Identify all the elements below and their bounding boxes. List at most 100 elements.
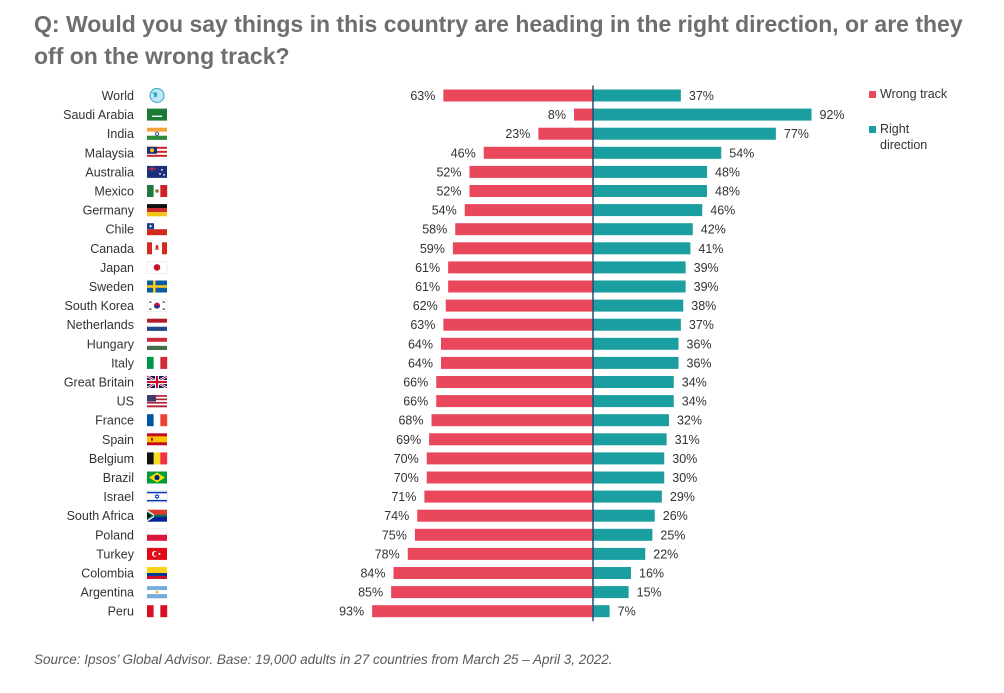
value-label-right-direction: 22%	[653, 547, 678, 561]
country-label: Israel	[103, 490, 134, 504]
flag-sweden	[147, 280, 167, 293]
value-label-right-direction: 48%	[715, 185, 740, 199]
value-label-right-direction: 30%	[672, 471, 697, 485]
country-label: Brazil	[103, 471, 134, 485]
flag-saudi-arabia	[147, 108, 167, 121]
bar-right-direction	[593, 280, 686, 293]
flags-layer	[146, 88, 168, 618]
flag-germany	[147, 204, 167, 217]
bar-wrong-track	[448, 280, 593, 293]
country-label: Germany	[83, 204, 135, 218]
country-label: Peru	[108, 605, 134, 619]
country-label: Sweden	[89, 280, 134, 294]
bar-wrong-track	[538, 127, 593, 140]
value-label-right-direction: 48%	[715, 165, 740, 179]
value-label-wrong-track: 93%	[339, 605, 364, 619]
value-label-wrong-track: 61%	[415, 261, 440, 275]
bar-wrong-track	[426, 452, 593, 465]
flag-belgium	[147, 452, 168, 465]
bar-right-direction	[593, 509, 655, 522]
flag-brazil	[147, 471, 167, 484]
value-label-wrong-track: 75%	[382, 528, 407, 542]
value-label-right-direction: 37%	[689, 89, 714, 103]
bar-wrong-track	[393, 567, 593, 579]
value-label-right-direction: 26%	[663, 509, 688, 523]
flag-israel	[146, 490, 168, 503]
value-label-wrong-track: 71%	[391, 490, 416, 504]
value-label-wrong-track: 58%	[422, 223, 447, 237]
value-label-wrong-track: 85%	[358, 586, 383, 600]
country-label: Poland	[95, 528, 134, 542]
bar-right-direction	[593, 605, 610, 618]
legend-label: Right direction	[880, 122, 927, 152]
country-label: South Korea	[65, 299, 135, 313]
bar-right-direction	[593, 547, 646, 560]
country-labels: World Saudi Arabia India Malaysia Australia M…	[63, 89, 135, 619]
value-label-wrong-track: 70%	[394, 471, 419, 485]
bar-wrong-track	[436, 376, 593, 388]
value-label-right-direction: 39%	[694, 261, 719, 275]
value-label-wrong-track: 66%	[403, 395, 428, 409]
country-label: South Africa	[67, 509, 134, 523]
value-label-wrong-track: 52%	[436, 185, 461, 199]
country-label: Colombia	[81, 567, 134, 581]
flag-us	[147, 395, 167, 408]
value-label-wrong-track: 63%	[410, 318, 435, 332]
flag-argentina	[147, 586, 167, 599]
flag-italy	[147, 356, 168, 369]
country-label: Italy	[111, 356, 135, 370]
flag-chile	[147, 223, 167, 236]
flag-netherlands	[147, 318, 167, 331]
flag-hungary	[147, 337, 167, 350]
bar-right-direction	[593, 376, 674, 388]
value-label-right-direction: 39%	[694, 280, 719, 294]
value-label-right-direction: 37%	[689, 318, 714, 332]
globe-icon	[149, 88, 165, 103]
value-label-right-direction: 25%	[660, 528, 685, 542]
country-label: Great Britain	[64, 376, 134, 390]
bar-right-direction	[593, 204, 703, 217]
legend-label: Wrong track	[880, 87, 948, 101]
flag-colombia	[147, 567, 167, 579]
value-label-right-direction: 31%	[675, 433, 700, 447]
value-label-wrong-track: 63%	[410, 89, 435, 103]
flag-malaysia	[147, 146, 167, 159]
country-label: Mexico	[94, 185, 134, 199]
country-label: World	[102, 89, 134, 103]
bar-wrong-track	[441, 356, 593, 369]
value-label-wrong-track: 61%	[415, 280, 440, 294]
flag-spain	[147, 433, 167, 446]
value-label-right-direction: 7%	[618, 605, 636, 619]
bar-right-direction	[593, 586, 629, 599]
value-label-right-direction: 46%	[710, 204, 735, 218]
country-label: Malaysia	[85, 146, 134, 160]
value-label-right-direction: 16%	[639, 567, 664, 581]
value-label-wrong-track: 70%	[394, 452, 419, 466]
value-label-wrong-track: 23%	[505, 127, 530, 141]
flag-peru	[147, 605, 168, 618]
bar-right-direction	[593, 337, 679, 350]
bar-right-direction	[593, 127, 776, 140]
value-label-wrong-track: 62%	[413, 299, 438, 313]
value-label-right-direction: 92%	[820, 108, 845, 122]
value-label-right-direction: 29%	[670, 490, 695, 504]
country-label: Canada	[90, 242, 134, 256]
country-label: US	[117, 395, 134, 409]
flag-france	[147, 414, 168, 427]
country-label: India	[107, 127, 134, 141]
bar-right-direction	[593, 356, 679, 369]
value-label-wrong-track: 68%	[398, 414, 423, 428]
bar-right-direction	[593, 89, 681, 102]
value-label-right-direction: 38%	[691, 299, 716, 313]
bar-wrong-track	[441, 337, 593, 350]
bar-wrong-track	[464, 204, 593, 217]
value-label-wrong-track: 46%	[451, 146, 476, 160]
bar-wrong-track	[372, 605, 593, 618]
country-label: Netherlands	[67, 318, 134, 332]
flag-turkey	[147, 547, 167, 560]
bar-wrong-track	[431, 414, 593, 427]
country-label: Argentina	[80, 586, 134, 600]
value-label-right-direction: 54%	[729, 146, 754, 160]
bar-right-direction	[593, 318, 681, 331]
bar-wrong-track	[574, 108, 593, 121]
